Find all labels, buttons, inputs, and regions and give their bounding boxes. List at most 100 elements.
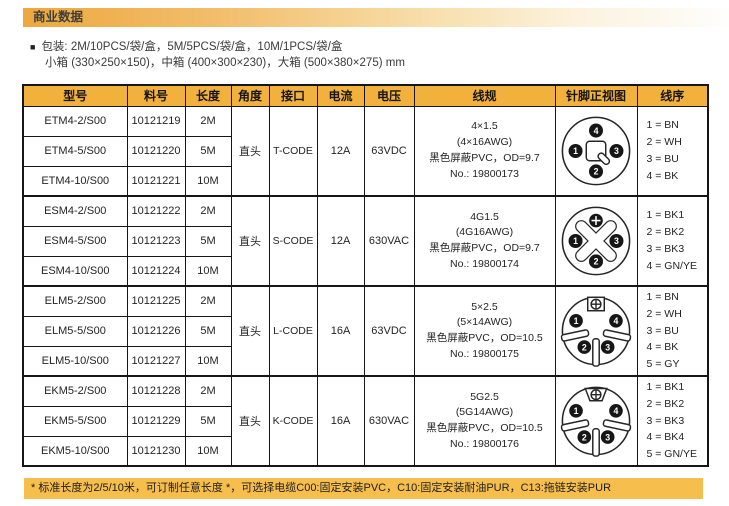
wire-spec-cell: 5G2.5 (5G14AWG) 黑色屏蔽PVC，OD=10.5 No.: 198… <box>413 375 556 467</box>
wire-awg: (5×14AWG) <box>456 316 513 329</box>
pin-4: 4 <box>609 403 623 418</box>
wire-size: 4G1.5 <box>470 210 499 223</box>
wire-seq-line: 5 = GN/YE <box>646 448 697 461</box>
voltage-cell: 630VAC <box>363 375 415 467</box>
wire-seq-line: 1 = BN <box>646 119 679 132</box>
svg-text:3: 3 <box>605 342 610 352</box>
model-cell: ESM4-5/S00 <box>22 225 128 257</box>
current-cell: 16A <box>316 375 365 467</box>
wire-seq-line: 1 = BK1 <box>646 381 685 393</box>
model-cell: EKM5-5/S00 <box>22 405 128 437</box>
wire-no: No.: 19800175 <box>450 347 519 360</box>
wire-seq-line: 1 = BK1 <box>646 209 685 222</box>
wire-seq-line: 1 = BN <box>646 291 679 303</box>
col-header-wire-sequence: 线序 <box>636 84 709 107</box>
part-no-cell: 10121225 <box>126 285 186 317</box>
pin-2: 2 <box>588 254 604 269</box>
s-code-pin-diagram-icon: 1 3 2 <box>561 206 631 276</box>
col-header-voltage: 电压 <box>363 84 415 107</box>
part-no-cell: 10121228 <box>126 375 186 407</box>
pin-1: 1 <box>569 403 583 418</box>
wire-seq-line: 2 = WH <box>646 135 682 148</box>
length-cell: 5M <box>184 405 232 437</box>
spoke-icon <box>592 428 600 457</box>
table-row: ELM5-5/S00 10121226 5M <box>22 315 708 347</box>
wire-seq-line: 3 = BU <box>646 324 679 337</box>
model-cell: ETM4-5/S00 <box>22 135 128 167</box>
col-header-model: 型号 <box>22 84 128 107</box>
angle-cell: 直头 <box>230 375 270 467</box>
current-cell: 12A <box>316 195 365 287</box>
length-cell: 2M <box>184 105 232 137</box>
svg-text:1: 1 <box>573 146 578 156</box>
svg-text:4: 4 <box>614 406 619 416</box>
svg-text:3: 3 <box>614 146 619 156</box>
length-cell: 5M <box>184 135 232 167</box>
spoke-icon <box>592 338 600 367</box>
angle-cell: 直头 <box>230 195 270 287</box>
ground-pin-icon <box>590 389 602 401</box>
spoke-icon <box>602 419 632 432</box>
length-cell: 10M <box>184 435 232 467</box>
table-row: ETM4-5/S00 10121220 5M <box>22 135 708 167</box>
wire-seq-line: 4 = BK <box>646 169 679 182</box>
table-row: ETM4-10/S00 10121221 10M <box>22 165 708 197</box>
part-no-cell: 10121220 <box>126 135 186 167</box>
wire-jacket: 黑色屏蔽PVC，OD=9.7 <box>429 151 540 164</box>
interface-cell: T-CODE <box>268 105 318 197</box>
part-no-cell: 10121229 <box>126 405 186 437</box>
table-row: ELM5-2/S00 10121225 2M 直头 L-CODE 16A 63V… <box>22 285 709 377</box>
table-row: ETM4-2/S00 10121219 2M 直头 T-CODE 12A 63V… <box>22 105 709 197</box>
voltage-cell: 630VAC <box>363 195 415 287</box>
wire-jacket: 黑色屏蔽PVC，OD=9.7 <box>429 242 540 254</box>
wire-seq-line: 4 = BK4 <box>646 431 685 444</box>
spoke-icon <box>560 419 590 432</box>
model-cell: EKM5-2/S00 <box>22 375 128 407</box>
pin-1: 1 <box>568 143 583 158</box>
model-cell: ETM4-10/S00 <box>22 165 128 197</box>
model-cell: ESM4-10/S00 <box>22 255 128 287</box>
pin-3: 3 <box>609 233 624 249</box>
pin-3: 3 <box>600 340 615 354</box>
current-cell: 12A <box>316 105 365 197</box>
page-title: 商业数据 <box>33 10 84 24</box>
model-cell: ETM4-2/S00 <box>22 105 128 137</box>
header-row: 型号 料号 长度 角度 接口 电流 电压 线规 针脚正视图 线序 <box>22 84 709 107</box>
table-row: ESM4-2/S00 10121222 2M 直头 S-CODE 12A 630… <box>22 195 709 287</box>
part-no-cell: 10121221 <box>126 165 186 197</box>
svg-text:4: 4 <box>594 126 599 136</box>
svg-text:2: 2 <box>594 166 599 176</box>
packaging-line-2: 小箱 (330×250×150)，中箱 (400×300×230)，大箱 (50… <box>45 57 405 69</box>
col-header-part-no: 料号 <box>126 84 186 107</box>
wire-sequence-cell: 1 = BK1 2 = BK2 3 = BK3 4 = BK4 5 = GN/Y… <box>636 375 709 467</box>
svg-text:2: 2 <box>594 257 599 267</box>
square-bullet-icon: ■ <box>30 42 36 52</box>
part-no-cell: 10121219 <box>126 105 186 137</box>
pin-view-cell: 1 3 2 <box>554 195 638 287</box>
pin-4: 4 <box>588 123 604 138</box>
length-cell: 2M <box>184 195 232 227</box>
l-code-pin-diagram-icon: 1 4 2 3 <box>560 296 632 367</box>
pin-2: 2 <box>588 164 604 179</box>
length-cell: 2M <box>184 285 232 317</box>
part-no-cell: 10121224 <box>126 255 186 287</box>
length-cell: 10M <box>184 165 232 197</box>
wire-spec-cell: 4×1.5 (4×16AWG) 黑色屏蔽PVC，OD=9.7 No.: 1980… <box>413 105 556 197</box>
wire-spec-cell: 5×2.5 (5×14AWG) 黑色屏蔽PVC，OD=10.5 No.: 198… <box>413 285 556 377</box>
svg-text:1: 1 <box>573 236 578 246</box>
wire-seq-line: 3 = BK3 <box>646 414 685 427</box>
model-cell: ELM5-5/S00 <box>22 315 128 347</box>
wire-size: 5×2.5 <box>471 300 498 313</box>
length-cell: 5M <box>184 225 232 257</box>
wire-no: No.: 19800176 <box>450 437 519 450</box>
pin-2: 2 <box>577 340 592 354</box>
spoke-icon <box>602 329 632 342</box>
wire-seq-line: 5 = GY <box>646 358 680 371</box>
svg-text:3: 3 <box>605 432 610 442</box>
wire-sequence-cell: 1 = BN 2 = WH 3 = BU 4 = BK <box>636 105 709 197</box>
svg-text:3: 3 <box>614 236 619 246</box>
pin-4: 4 <box>609 313 623 328</box>
wire-awg: (4G16AWG) <box>455 226 514 239</box>
interface-cell: K-CODE <box>268 375 318 467</box>
wire-awg: (4×16AWG) <box>456 136 513 148</box>
